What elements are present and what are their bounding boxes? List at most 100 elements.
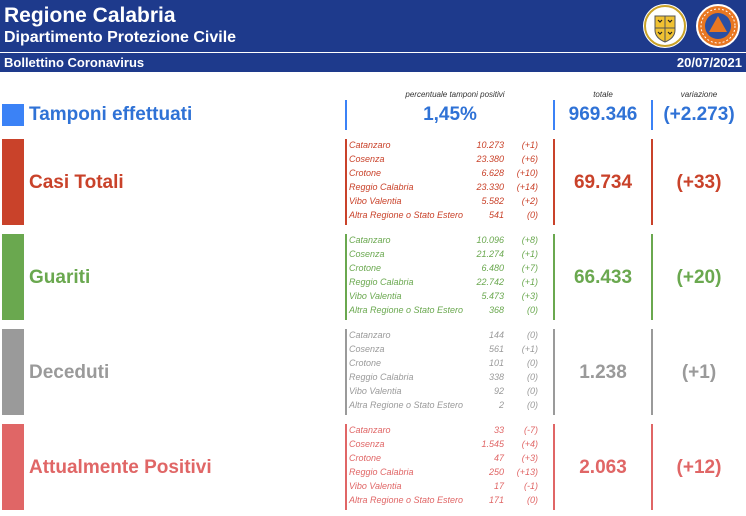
regione-calabria-crest-icon bbox=[643, 4, 687, 48]
column-label-percent: percentuale tamponi positivi bbox=[405, 90, 505, 99]
province-row: Vibo Valentia 5.473 (+3) bbox=[349, 290, 549, 304]
province-name: Vibo Valentia bbox=[349, 291, 402, 301]
province-value: 23.380 bbox=[476, 154, 504, 164]
section-label: Guariti bbox=[29, 267, 91, 288]
section-label: Casi Totali bbox=[29, 172, 124, 193]
province-name: Cosenza bbox=[349, 344, 385, 354]
province-row: Crotone 6.628 (+10) bbox=[349, 167, 549, 181]
province-delta: (+10) bbox=[516, 168, 538, 178]
province-value: 6.628 bbox=[481, 168, 504, 178]
province-row: Catanzaro 10.096 (+8) bbox=[349, 234, 549, 248]
province-name: Cosenza bbox=[349, 249, 385, 259]
province-value: 23.330 bbox=[476, 182, 504, 192]
province-name: Altra Regione o Stato Estero bbox=[349, 400, 464, 410]
province-name: Catanzaro bbox=[349, 330, 391, 340]
province-delta: (+1) bbox=[521, 344, 538, 354]
province-value: 5.473 bbox=[481, 291, 504, 301]
section-variation: (+20) bbox=[676, 267, 722, 288]
province-delta: (+8) bbox=[521, 235, 538, 245]
province-row: Altra Regione o Stato Estero 541 (0) bbox=[349, 209, 549, 223]
province-row: Catanzaro 144 (0) bbox=[349, 329, 549, 343]
province-value: 171 bbox=[488, 495, 504, 505]
province-row: Vibo Valentia 92 (0) bbox=[349, 385, 549, 399]
province-name: Vibo Valentia bbox=[349, 386, 402, 396]
section-total: 1.238 bbox=[579, 362, 627, 383]
tamponi-separator bbox=[553, 100, 555, 130]
province-delta: (+3) bbox=[521, 291, 538, 301]
province-row: Catanzaro 33 (-7) bbox=[349, 424, 549, 438]
province-value: 368 bbox=[488, 305, 504, 315]
province-row: Cosenza 561 (+1) bbox=[349, 343, 549, 357]
province-name: Catanzaro bbox=[349, 425, 391, 435]
tamponi-percent: 1,45% bbox=[423, 104, 477, 125]
province-name: Altra Regione o Stato Estero bbox=[349, 305, 464, 315]
province-delta: (-1) bbox=[524, 481, 538, 491]
tamponi-variation: (+2.273) bbox=[663, 104, 735, 125]
province-row: Altra Regione o Stato Estero 171 (0) bbox=[349, 494, 549, 508]
section-separator bbox=[651, 329, 653, 415]
section-total: 66.433 bbox=[573, 267, 633, 288]
province-row: Cosenza 21.274 (+1) bbox=[349, 248, 549, 262]
province-delta: (+4) bbox=[521, 439, 538, 449]
province-delta: (+3) bbox=[521, 453, 538, 463]
province-delta: (0) bbox=[527, 495, 538, 505]
section-separator bbox=[651, 234, 653, 320]
province-delta: (0) bbox=[527, 372, 538, 382]
bulletin-date: 20/07/2021 bbox=[676, 55, 742, 70]
province-row: Crotone 101 (0) bbox=[349, 357, 549, 371]
section-separator bbox=[345, 424, 347, 510]
province-delta: (+2) bbox=[521, 196, 538, 206]
province-name: Cosenza bbox=[349, 439, 385, 449]
province-value: 47 bbox=[493, 453, 504, 463]
province-name: Altra Regione o Stato Estero bbox=[349, 210, 464, 220]
province-value: 22.742 bbox=[476, 277, 504, 287]
province-value: 17 bbox=[493, 481, 504, 491]
header-banner: Regione Calabria Dipartimento Protezione… bbox=[0, 0, 746, 52]
province-value: 101 bbox=[488, 358, 504, 368]
province-row: Altra Regione o Stato Estero 368 (0) bbox=[349, 304, 549, 318]
province-delta: (+6) bbox=[521, 154, 538, 164]
province-delta: (0) bbox=[527, 210, 538, 220]
section-color-swatch bbox=[2, 234, 24, 320]
section-separator bbox=[553, 139, 555, 225]
province-name: Catanzaro bbox=[349, 140, 391, 150]
province-delta: (+13) bbox=[516, 467, 538, 477]
province-row: Cosenza 1.545 (+4) bbox=[349, 438, 549, 452]
section-color-swatch bbox=[2, 329, 24, 415]
province-value: 21.274 bbox=[476, 249, 504, 259]
province-name: Crotone bbox=[349, 168, 382, 178]
province-name: Reggio Calabria bbox=[349, 467, 414, 477]
section-variation: (+1) bbox=[681, 362, 717, 383]
province-name: Crotone bbox=[349, 453, 382, 463]
section-separator bbox=[651, 139, 653, 225]
province-delta: (0) bbox=[527, 358, 538, 368]
province-delta: (0) bbox=[527, 386, 538, 396]
province-name: Reggio Calabria bbox=[349, 277, 414, 287]
tamponi-separator bbox=[345, 100, 347, 130]
section-separator bbox=[651, 424, 653, 510]
province-value: 250 bbox=[488, 467, 504, 477]
protezione-civile-logo-icon bbox=[696, 4, 740, 48]
tamponi-label: Tamponi effettuati bbox=[29, 104, 193, 125]
section-separator bbox=[553, 234, 555, 320]
province-value: 10.096 bbox=[476, 235, 504, 245]
tamponi-separator bbox=[651, 100, 653, 130]
province-table: Catanzaro 10.273 (+1) Cosenza 23.380 (+6) Crot… bbox=[349, 139, 549, 223]
section-variation: (+12) bbox=[676, 457, 722, 478]
section-variation: (+33) bbox=[676, 172, 722, 193]
province-row: Reggio Calabria 22.742 (+1) bbox=[349, 276, 549, 290]
province-value: 338 bbox=[488, 372, 504, 382]
province-row: Altra Regione o Stato Estero 2 (0) bbox=[349, 399, 549, 413]
province-row: Reggio Calabria 250 (+13) bbox=[349, 466, 549, 480]
province-delta: (+1) bbox=[521, 249, 538, 259]
section-total: 2.063 bbox=[579, 457, 627, 478]
province-row: Vibo Valentia 17 (-1) bbox=[349, 480, 549, 494]
province-value: 5.582 bbox=[481, 196, 504, 206]
province-table: Catanzaro 10.096 (+8) Cosenza 21.274 (+1) Crot… bbox=[349, 234, 549, 318]
province-value: 33 bbox=[493, 425, 504, 435]
page-title: Regione Calabria bbox=[4, 4, 176, 27]
province-name: Crotone bbox=[349, 263, 382, 273]
province-name: Crotone bbox=[349, 358, 382, 368]
province-delta: (+1) bbox=[521, 140, 538, 150]
province-name: Reggio Calabria bbox=[349, 372, 414, 382]
